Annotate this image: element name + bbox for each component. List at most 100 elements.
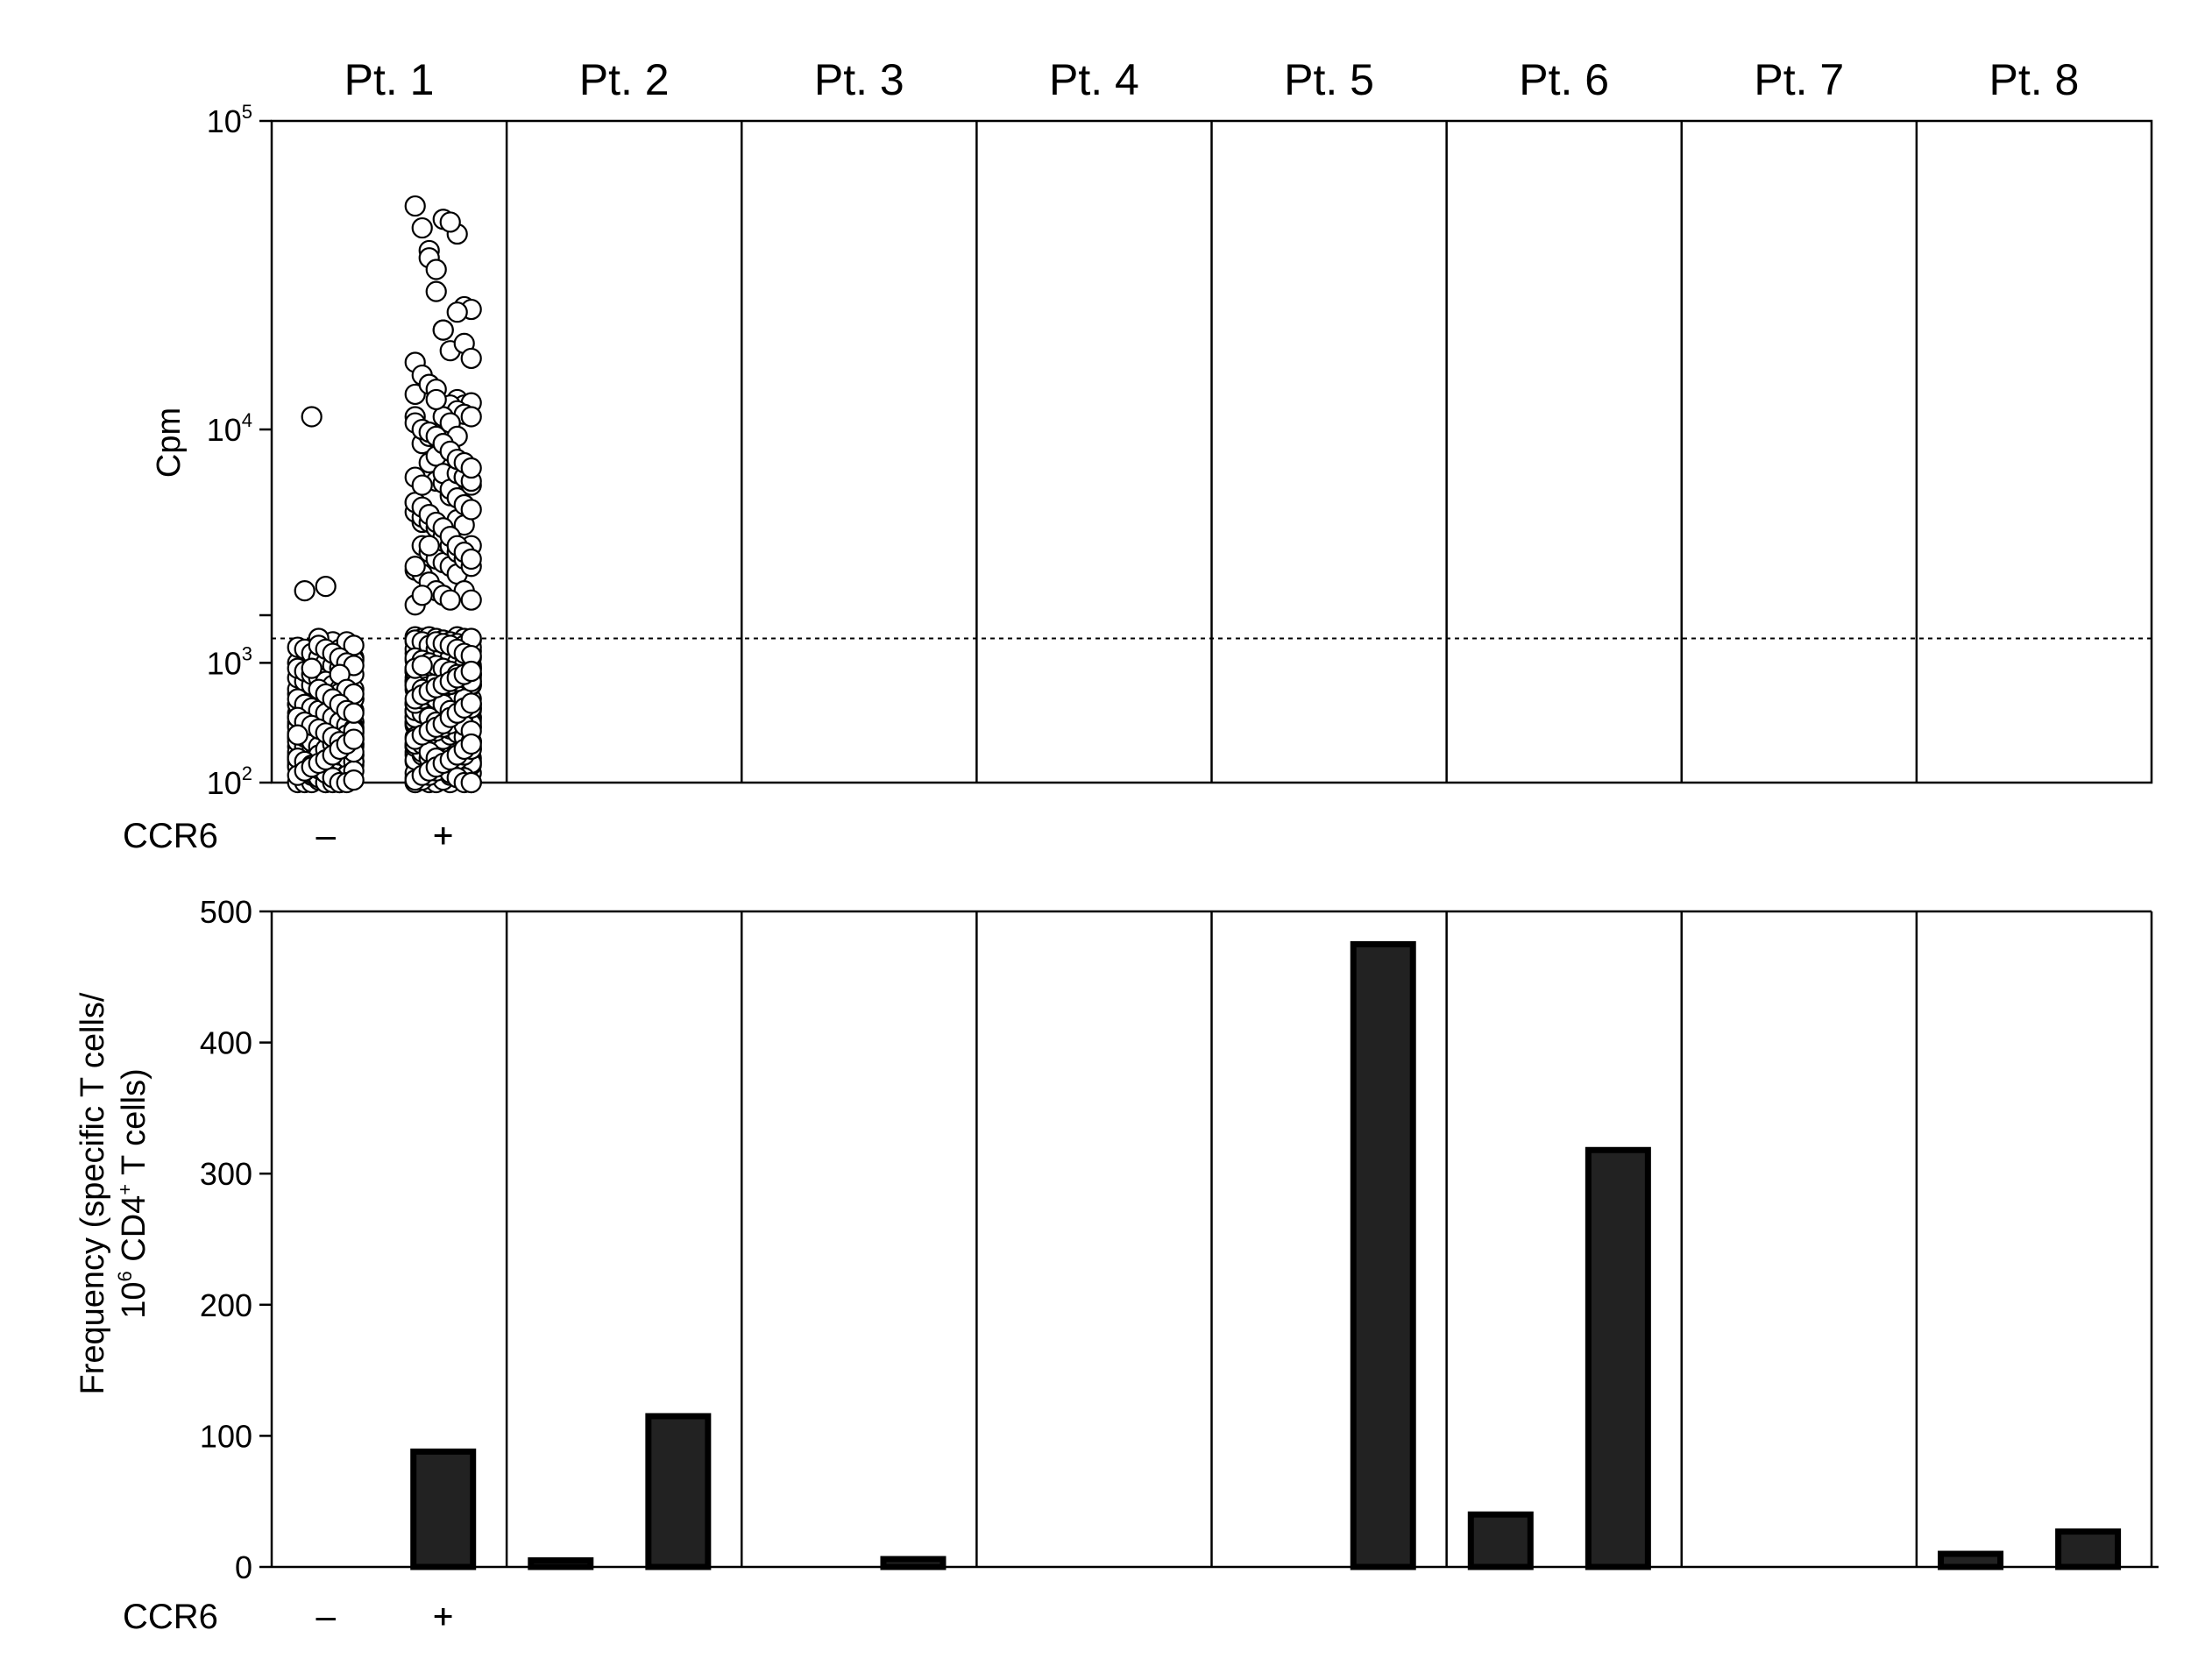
ccr6-positive-sign: +	[433, 817, 453, 855]
data-point	[460, 589, 482, 611]
bar	[880, 1556, 947, 1570]
panel-title: Pt. 3	[814, 55, 904, 104]
ccr6-label: CCR6	[123, 817, 218, 855]
ccr6-negative-sign: –	[316, 1598, 337, 1636]
ccr6-negative-sign: –	[316, 1598, 337, 1636]
ccr6-positive-sign: +	[433, 817, 453, 855]
scatter-points	[287, 195, 482, 794]
data-point	[411, 474, 433, 496]
bar	[1350, 940, 1416, 1570]
ccr6-negative-sign: –	[316, 817, 337, 855]
frequency-bar-panel: 0 100 200 300 400 500 Frequency (specific T c…	[74, 894, 2159, 1636]
ccr6-row-bottom: CCR6– +– +– +– +– +– +– +– +	[123, 1598, 453, 1636]
panel-title: Pt. 1	[344, 55, 435, 104]
y-tick-label: 102	[207, 762, 252, 801]
bar	[645, 1413, 712, 1570]
data-point	[404, 556, 426, 578]
ccr6-label: CCR6	[123, 1598, 218, 1636]
y-tick-label: 400	[200, 1025, 252, 1061]
y-tick-label: 100	[200, 1418, 252, 1454]
panel-title: Pt. 8	[1989, 55, 2080, 104]
ccr6-positive-sign: +	[433, 817, 453, 855]
bar	[1467, 1511, 1534, 1570]
y-tick-label: 103	[207, 642, 252, 681]
ccr6-negative-sign: –	[316, 1598, 337, 1636]
data-point	[343, 769, 365, 791]
data-point	[439, 211, 461, 233]
data-point	[301, 657, 323, 679]
y-tick-label: 500	[200, 894, 252, 930]
ccr6-negative-sign: –	[316, 817, 337, 855]
bars	[410, 940, 2122, 1570]
panel-title: Pt. 7	[1754, 55, 1844, 104]
data-point	[425, 259, 447, 280]
bar	[528, 1557, 594, 1570]
ccr6-negative-sign: –	[316, 817, 337, 855]
ccr6-positive-sign: +	[433, 1598, 453, 1636]
data-point	[460, 660, 482, 683]
ccr6-positive-sign: +	[433, 1598, 453, 1636]
ccr6-negative-sign: –	[316, 817, 337, 855]
ccr6-negative-sign: –	[316, 817, 337, 855]
bar	[1938, 1550, 2004, 1570]
ccr6-positive-sign: +	[433, 817, 453, 855]
bar-y-axis-title-line2: 106 CD4+ T cells)	[114, 1068, 152, 1319]
data-point	[460, 457, 482, 479]
ccr6-positive-sign: +	[433, 817, 453, 855]
data-point	[439, 589, 461, 611]
data-point	[460, 499, 482, 521]
data-point	[460, 771, 482, 794]
y-tick-label: 105	[207, 101, 252, 139]
panel-title: Pt. 6	[1519, 55, 1609, 104]
scatter-y-axis-title: Cpm	[151, 408, 188, 478]
data-point	[432, 319, 454, 341]
ccr6-positive-sign: +	[433, 817, 453, 855]
data-point	[404, 195, 426, 217]
ccr6-negative-sign: –	[316, 817, 337, 855]
data-point	[446, 301, 468, 323]
panel-titles: Pt. 1 Pt. 2 Pt. 3 Pt. 4 Pt. 5 Pt. 6 Pt. 7 Pt. 8	[344, 55, 2080, 104]
ccr6-positive-sign: +	[433, 1598, 453, 1636]
bar-y-axis: 0 100 200 300 400 500	[200, 894, 272, 1585]
ccr6-negative-sign: –	[316, 1598, 337, 1636]
ccr6-negative-sign: –	[316, 817, 337, 855]
bar-y-axis-title-line1: Frequency (specific T cells/	[74, 992, 111, 1394]
scatter-y-axis: 102 103 104 105	[207, 101, 272, 801]
scatter-frame	[270, 119, 2153, 784]
ccr6-negative-sign: –	[316, 1598, 337, 1636]
data-point	[460, 733, 482, 755]
y-tick-label: 200	[200, 1287, 252, 1323]
data-point	[343, 728, 365, 750]
ccr6-positive-sign: +	[433, 1598, 453, 1636]
ccr6-row-top: CCR6– +– +– +– +– +– +– +– +	[123, 817, 453, 855]
ccr6-negative-sign: –	[316, 1598, 337, 1636]
ccr6-negative-sign: –	[316, 817, 337, 855]
bar	[2055, 1528, 2122, 1570]
panel-title: Pt. 4	[1049, 55, 1139, 104]
data-point	[411, 216, 433, 239]
data-point	[460, 347, 482, 370]
ccr6-positive-sign: +	[433, 817, 453, 855]
data-point	[460, 406, 482, 428]
data-point	[343, 702, 365, 724]
ccr6-negative-sign: –	[316, 1598, 337, 1636]
ccr6-positive-sign: +	[433, 1598, 453, 1636]
bar	[410, 1448, 477, 1570]
panel-title: Pt. 5	[1284, 55, 1374, 104]
data-point	[460, 692, 482, 714]
data-point	[301, 406, 323, 428]
data-point	[315, 576, 337, 598]
data-point	[425, 280, 447, 302]
data-point	[294, 580, 316, 602]
ccr6-positive-sign: +	[433, 1598, 453, 1636]
ccr6-positive-sign: +	[433, 1598, 453, 1636]
ccr6-positive-sign: +	[433, 1598, 453, 1636]
ccr6-negative-sign: –	[316, 1598, 337, 1636]
data-point	[460, 548, 482, 571]
y-tick-label: 300	[200, 1156, 252, 1192]
data-point	[418, 535, 440, 556]
bar	[1585, 1146, 1651, 1570]
bar-frame	[270, 910, 2159, 1569]
